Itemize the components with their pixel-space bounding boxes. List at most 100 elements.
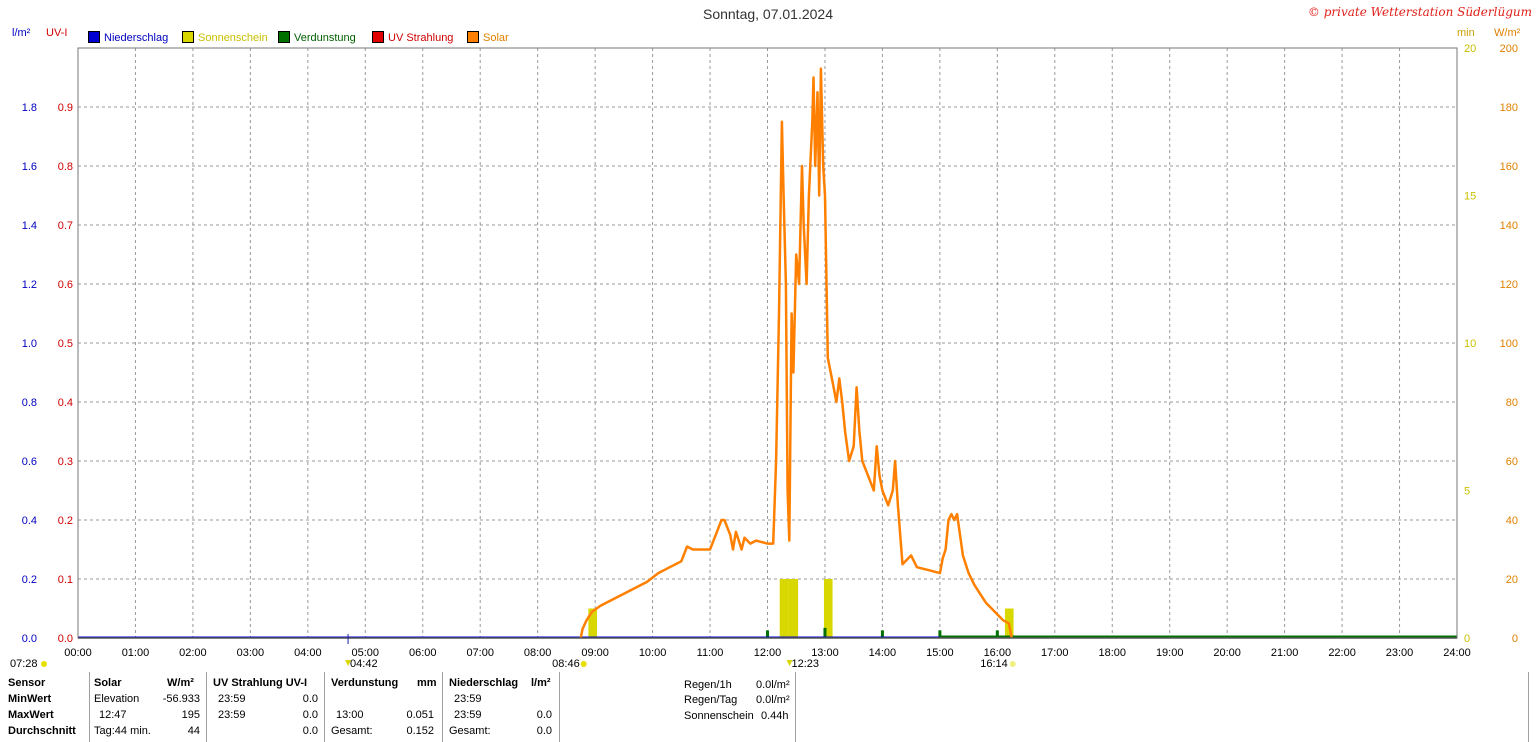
marker-label-sunrise-astro: 07:28 — [10, 658, 38, 670]
right-min-tick-label: 0 — [1464, 633, 1470, 645]
legend-swatch-uv — [372, 31, 384, 43]
right-min-tick-label: 15 — [1464, 191, 1476, 203]
left-uv-tick-label: 0.2 — [58, 515, 73, 527]
stats-header-sensor: Sensor — [8, 677, 46, 689]
x-tick-label: 09:00 — [581, 647, 609, 659]
x-tick-label: 11:00 — [697, 647, 724, 659]
x-tick-label: 06:00 — [409, 647, 437, 659]
summary-label-rain-day: Regen/Tag — [684, 694, 738, 706]
evaporation-mark — [995, 630, 999, 638]
stats-separator — [795, 672, 796, 742]
summary-value-sunshine: 0.44h — [761, 710, 789, 722]
stats-min-uv-time: 23:59 — [218, 693, 246, 705]
stats-separator — [559, 672, 560, 742]
stats-avg-precip-time: Gesamt: — [449, 725, 491, 737]
stats-min-solar-time: Elevation — [94, 693, 140, 705]
left-uv-tick-label: 0.5 — [58, 338, 73, 350]
right-axis-unit-solar: W/m² — [1494, 27, 1521, 39]
left-uv-tick-label: 0.6 — [58, 279, 73, 291]
x-tick-label: 16:00 — [984, 647, 1012, 659]
right-axis-unit-min: min — [1457, 27, 1475, 39]
stats-avg-precip-val: 0.0 — [536, 725, 552, 737]
sunshine-bar — [823, 579, 833, 638]
right-solar-tick-label: 20 — [1506, 574, 1518, 586]
sunshine-bar — [789, 579, 799, 638]
legend-swatch-verdunstung — [278, 31, 290, 43]
left-uv-tick-label: 0.0 — [58, 633, 73, 645]
right-solar-tick-label: 160 — [1500, 161, 1518, 173]
right-min-tick-label: 20 — [1464, 43, 1476, 55]
legend-item-niederschlag: Niederschlag — [88, 31, 168, 44]
evaporation-mark — [880, 630, 884, 638]
legend-swatch-solar — [467, 31, 479, 43]
stats-header-solar-unit: W/m² — [167, 677, 194, 689]
x-tick-label: 15:00 — [926, 647, 954, 659]
x-tick-label: 19:00 — [1156, 647, 1184, 659]
legend-item-verdunstung: Verdunstung — [278, 31, 356, 44]
page-title: Sonntag, 07.01.2024 — [702, 6, 833, 22]
x-tick-label: 05:00 — [352, 647, 380, 659]
evaporation-mark — [938, 630, 942, 638]
moonrise-icon — [345, 660, 352, 666]
stats-avg-solar-time: Tag:44 min. — [94, 725, 151, 737]
noon-icon — [786, 660, 793, 666]
x-tick-label: 21:00 — [1271, 647, 1299, 659]
axis-ticks: 0.0 0.2 0.4 0.6 0.8 1.0 1.2 1.4 1.6 1.8 0.0 0.1 0.2 0… — [22, 43, 1518, 659]
marker-dot-sunrise — [580, 661, 587, 667]
left-precip-tick-label: 1.2 — [22, 279, 37, 291]
summary-label-rain-1h: Regen/1h — [684, 679, 732, 691]
stats-max-uv-time: 23:59 — [218, 709, 246, 721]
stats-avg-evap-time: Gesamt: — [331, 725, 373, 737]
x-tick-label: 10:00 — [639, 647, 667, 659]
right-min-tick-label: 5 — [1464, 486, 1470, 498]
sunshine-bar — [588, 608, 597, 638]
left-precip-tick-label: 0.0 — [22, 633, 37, 645]
marker-label-sunset: 16:14 — [980, 658, 1008, 670]
right-solar-tick-label: 40 — [1506, 515, 1518, 527]
stats-max-evap-val: 0.051 — [406, 709, 434, 721]
left-uv-tick-label: 0.1 — [58, 574, 73, 586]
right-solar-tick-label: 0 — [1512, 633, 1518, 645]
stats-max-solar-val: 195 — [181, 709, 200, 721]
x-tick-label: 00:00 — [64, 647, 92, 659]
x-tick-label: 14:00 — [869, 647, 897, 659]
legend-swatch-niederschlag — [88, 31, 100, 43]
stats-separator — [324, 672, 325, 742]
left-axis-unit-uv: UV-I — [46, 27, 68, 39]
left-uv-tick-label: 0.8 — [58, 161, 73, 173]
right-solar-tick-label: 60 — [1506, 456, 1518, 468]
evaporation-mark — [823, 627, 827, 638]
marker-label-noon: 12:23 — [792, 658, 820, 670]
x-tick-label: 08:00 — [524, 647, 552, 659]
stats-avg-solar-val: 44 — [187, 725, 200, 737]
sunshine-bar — [779, 579, 789, 638]
stats-avg-uv-val: 0.0 — [302, 725, 318, 737]
right-solar-tick-label: 120 — [1500, 279, 1518, 291]
left-precip-tick-label: 0.6 — [22, 456, 37, 468]
stats-min-precip-time: 23:59 — [454, 693, 482, 705]
stats-max-solar-time: 12:47 — [99, 709, 127, 721]
stats-avg-evap-val: 0.152 — [406, 725, 434, 737]
x-tick-label: 01:00 — [122, 647, 150, 659]
left-precip-tick-label: 0.2 — [22, 574, 37, 586]
stats-row-label-max: MaxWert — [8, 709, 54, 721]
marker-label-moonrise: 04:42 — [350, 658, 378, 670]
x-tick-label: 22:00 — [1328, 647, 1356, 659]
right-solar-tick-label: 80 — [1506, 397, 1518, 409]
stats-max-uv-val: 0.0 — [302, 709, 318, 721]
stats-separator — [206, 672, 207, 742]
x-tick-label: 07:00 — [466, 647, 494, 659]
legend-swatch-sonnenschein — [182, 31, 194, 43]
stats-max-evap-time: 13:00 — [336, 709, 364, 721]
legend-label-uv: UV Strahlung — [388, 32, 454, 44]
chart-frame — [77, 47, 1458, 639]
right-solar-tick-label: 140 — [1500, 220, 1518, 232]
copyright-label: © private Wetterstation Süderlügum — [1307, 5, 1532, 19]
x-tick-label: 18:00 — [1098, 647, 1126, 659]
stats-max-precip-val: 0.0 — [536, 709, 552, 721]
legend-label-niederschlag: Niederschlag — [104, 32, 169, 44]
stats-max-precip-time: 23:59 — [454, 709, 482, 721]
summary-value-rain-day: 0.0l/m² — [756, 694, 790, 706]
stats-header-precip: Niederschlag — [449, 677, 519, 689]
left-precip-tick-label: 1.6 — [22, 161, 37, 173]
